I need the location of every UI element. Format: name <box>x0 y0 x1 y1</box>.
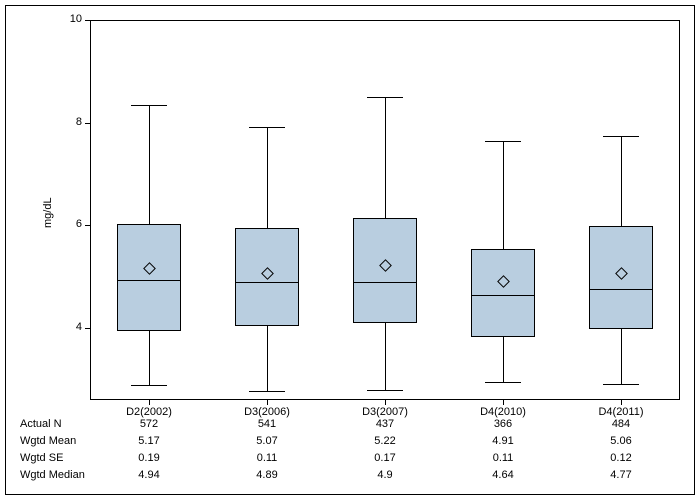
stat-cell: 5.17 <box>90 435 208 447</box>
median-line <box>353 282 418 283</box>
whisker-upper <box>149 105 150 225</box>
whisker-cap-upper <box>367 97 402 98</box>
stat-cell: 4.89 <box>208 469 326 481</box>
stat-cell: 0.17 <box>326 452 444 464</box>
x-category-label: D3(2007) <box>326 406 444 418</box>
y-tick-label: 8 <box>76 116 82 128</box>
x-category-label: D4(2011) <box>562 406 680 418</box>
whisker-lower <box>149 331 150 385</box>
stat-cell: 4.77 <box>562 469 680 481</box>
y-tick <box>85 123 90 124</box>
y-tick-label: 10 <box>70 13 82 25</box>
x-tick <box>503 400 504 405</box>
whisker-cap-upper <box>131 105 166 106</box>
stat-cell: 484 <box>562 418 680 430</box>
whisker-upper <box>503 141 504 249</box>
y-tick <box>85 225 90 226</box>
whisker-cap-lower <box>485 382 520 383</box>
stat-cell: 5.06 <box>562 435 680 447</box>
stat-cell: 4.94 <box>90 469 208 481</box>
stat-cell: 572 <box>90 418 208 430</box>
x-tick <box>267 400 268 405</box>
x-category-label: D4(2010) <box>444 406 562 418</box>
stat-cell: 366 <box>444 418 562 430</box>
whisker-cap-lower <box>131 385 166 386</box>
stat-cell: 4.9 <box>326 469 444 481</box>
stat-cell: 4.91 <box>444 435 562 447</box>
y-tick <box>85 20 90 21</box>
y-axis-title: mg/dL <box>42 197 54 228</box>
x-category-label: D3(2006) <box>208 406 326 418</box>
stat-cell: 5.07 <box>208 435 326 447</box>
x-tick <box>621 400 622 405</box>
whisker-cap-upper <box>249 127 284 128</box>
whisker-cap-lower <box>367 390 402 391</box>
stat-row-label: Wgtd Median <box>20 469 85 481</box>
whisker-cap-lower <box>603 384 638 385</box>
stat-cell: 0.11 <box>444 452 562 464</box>
whisker-upper <box>621 136 622 227</box>
stat-cell: 5.22 <box>326 435 444 447</box>
y-tick-label: 6 <box>76 218 82 230</box>
stat-cell: 541 <box>208 418 326 430</box>
box <box>471 249 536 338</box>
whisker-cap-lower <box>249 391 284 392</box>
y-tick-label: 4 <box>76 321 82 333</box>
whisker-upper <box>385 97 386 218</box>
whisker-lower <box>621 329 622 383</box>
x-category-label: D2(2002) <box>90 406 208 418</box>
stat-cell: 0.12 <box>562 452 680 464</box>
median-line <box>235 282 300 283</box>
stat-row-label: Actual N <box>20 418 62 430</box>
whisker-lower <box>267 326 268 391</box>
whisker-upper <box>267 127 268 228</box>
stat-row-label: Wgtd SE <box>20 452 63 464</box>
box <box>117 224 182 330</box>
whisker-cap-upper <box>485 141 520 142</box>
whisker-cap-upper <box>603 136 638 137</box>
median-line <box>471 295 536 296</box>
stat-cell: 0.11 <box>208 452 326 464</box>
whisker-lower <box>503 337 504 382</box>
whisker-lower <box>385 323 386 390</box>
x-tick <box>149 400 150 405</box>
x-tick <box>385 400 386 405</box>
stat-cell: 0.19 <box>90 452 208 464</box>
stat-cell: 4.64 <box>444 469 562 481</box>
stat-cell: 437 <box>326 418 444 430</box>
stat-row-label: Wgtd Mean <box>20 435 76 447</box>
y-tick <box>85 328 90 329</box>
median-line <box>589 289 654 290</box>
median-line <box>117 280 182 281</box>
